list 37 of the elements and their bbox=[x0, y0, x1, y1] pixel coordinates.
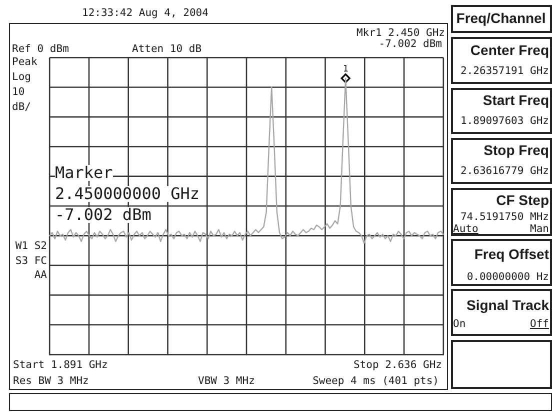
annotation: 2.450000000 GHz bbox=[55, 184, 200, 204]
text: Stop Freq bbox=[484, 142, 549, 158]
text: CF Step bbox=[496, 192, 549, 208]
text: S3 FC bbox=[15, 255, 47, 268]
text: Sweep 4 ms (401 pts) bbox=[312, 375, 439, 388]
text: dB/ bbox=[12, 101, 31, 114]
text: Off bbox=[530, 318, 549, 330]
text: Stop 2.636 GHz bbox=[353, 359, 442, 372]
text: 0.00000000 Hz bbox=[466, 271, 549, 284]
text: Peak bbox=[12, 56, 38, 68]
text: AA bbox=[34, 269, 47, 282]
text: W1 S2 bbox=[15, 240, 47, 252]
text: VBW 3 MHz bbox=[198, 375, 255, 388]
annotation: Marker bbox=[55, 163, 113, 182]
text: 2.63616779 GHz bbox=[460, 165, 549, 178]
annotation: -7.002 dBm bbox=[55, 205, 152, 224]
text: Auto bbox=[453, 223, 478, 236]
text: 74.5191750 MHz bbox=[460, 211, 549, 224]
text: 2.26357191 GHz bbox=[460, 65, 549, 78]
text: Mkr1 2.450 GHz bbox=[356, 27, 445, 40]
text: Freq/Channel bbox=[456, 10, 546, 26]
text: Man bbox=[530, 223, 549, 236]
text: 12:33:42 Aug 4, 2004 bbox=[82, 7, 208, 20]
text: 1.89097603 GHz bbox=[460, 115, 549, 128]
text: Log bbox=[12, 71, 31, 84]
text: Freq Offset bbox=[474, 246, 549, 262]
text: -7.002 dBm bbox=[378, 38, 442, 50]
text: 10 bbox=[12, 86, 25, 98]
text: Signal Track bbox=[466, 297, 549, 314]
text: On bbox=[453, 318, 466, 330]
text: Start 1.891 GHz bbox=[13, 359, 108, 372]
text: Atten 10 dB bbox=[132, 43, 202, 56]
text: Ref 0 dBm bbox=[12, 43, 69, 56]
series-label: 1 bbox=[342, 64, 348, 74]
text: Res BW 3 MHz bbox=[13, 375, 89, 388]
text: Start Freq bbox=[482, 92, 549, 108]
text: Center Freq bbox=[470, 42, 549, 58]
